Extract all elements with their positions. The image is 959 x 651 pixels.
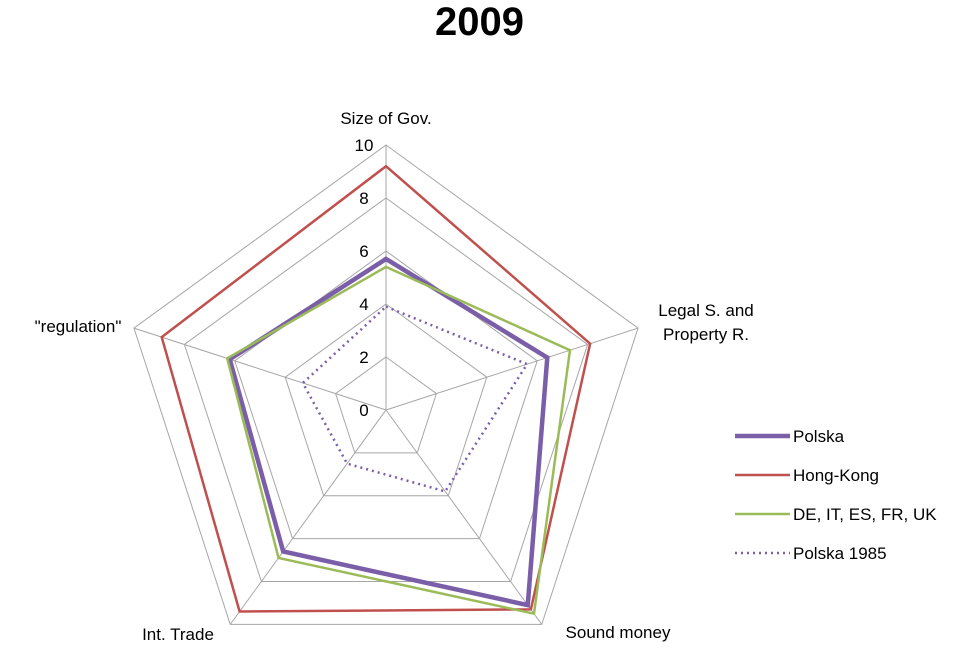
spoke-3 [229,409,387,625]
radar-spokes [133,145,639,625]
tick-label: 0 [359,401,368,420]
spoke-4 [133,327,387,411]
axis-label: "regulation" [35,317,122,336]
grid-ring-4 [284,303,488,497]
grid-ring-10 [133,144,639,625]
axis-label: Sound money [566,623,671,642]
tick-label: 8 [359,189,368,208]
legend-label: Polska 1985 [793,544,887,563]
series-line [301,305,530,493]
tick-label: 10 [355,136,374,155]
legend-label: Polska [793,427,845,446]
series-line [160,164,592,613]
tick-label: 4 [359,295,368,314]
spoke-2 [385,409,543,625]
grid-ring-6 [234,250,538,540]
legend: Polska Hong-Kong DE, IT, ES, FR, UK Polska … [735,427,937,563]
legend-label: DE, IT, ES, FR, UK [793,505,937,524]
tick-label: 2 [359,348,368,367]
axis-label: Size of Gov. [340,109,431,128]
spoke-1 [385,327,639,411]
series-line [225,265,572,616]
axis-labels: Size of Gov. Legal S. and Property R. Sound… [35,109,754,644]
axis-label: Int. Trade [142,625,214,644]
series-layer [160,164,592,616]
legend-label: Hong-Kong [793,466,879,485]
axis-label: Legal S. and Property R. [658,301,753,344]
grid-ring-2 [335,356,437,454]
tick-labels: 0 2 4 6 8 10 [355,136,374,420]
tick-label: 6 [359,242,368,261]
chart-title: 2009 [435,0,524,44]
